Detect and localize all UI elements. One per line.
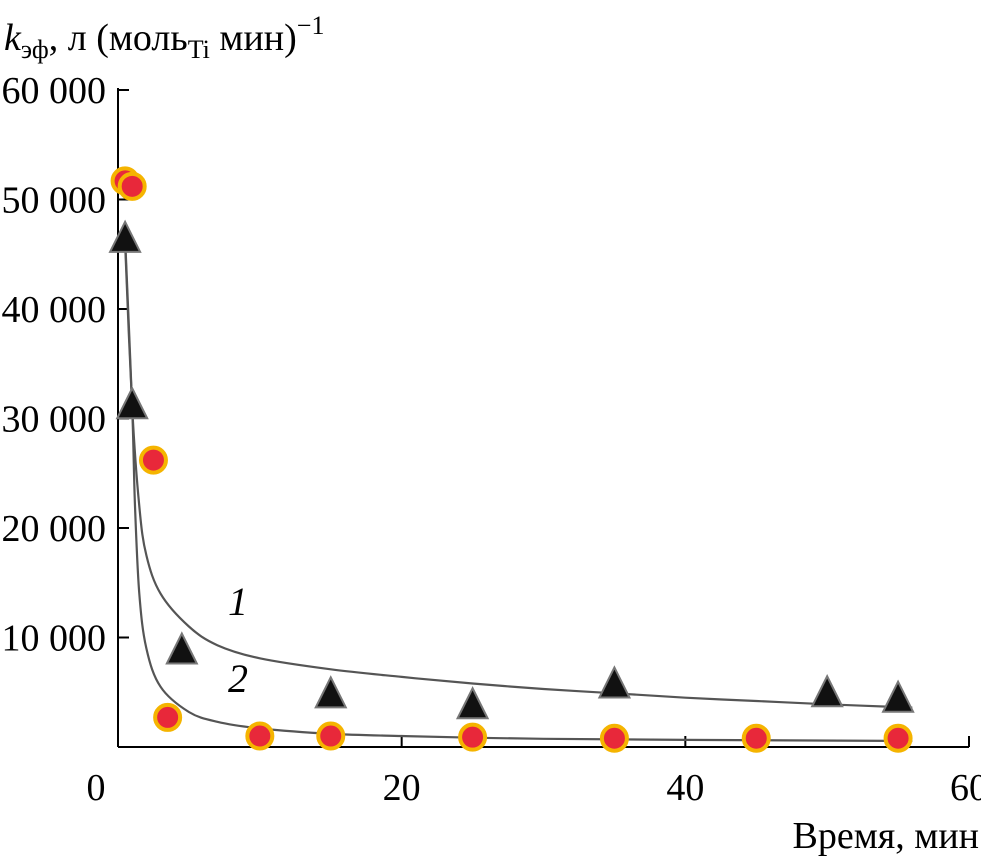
y-title-symbol-sub: эф	[21, 35, 49, 64]
circle-point	[599, 723, 629, 753]
x-tick-label: 0	[87, 767, 106, 809]
y-title-symbol: k	[4, 17, 22, 59]
x-tick-label: 20	[383, 767, 421, 809]
triangle-point	[881, 679, 915, 713]
fit-curves	[124, 237, 913, 743]
fit-curve-1	[124, 243, 913, 709]
circle-point	[245, 721, 275, 751]
axes	[117, 88, 969, 748]
x-tick-label: 60	[950, 767, 981, 809]
circle-point	[741, 723, 771, 753]
curve-labels: 12	[228, 579, 248, 701]
y-tick-label: 60 000	[2, 70, 107, 112]
fit-curve-2	[124, 237, 913, 743]
triangle-point	[108, 219, 142, 253]
curve-label-1: 1	[228, 579, 248, 624]
y-tick-label: 50 000	[2, 180, 107, 222]
x-axis-title: Время, мин	[793, 815, 979, 857]
circle-point	[138, 445, 168, 475]
y-title-text2: мин)	[210, 17, 297, 59]
triangle-point	[165, 631, 199, 665]
triangle-point	[597, 665, 632, 699]
y-title-sub: Ti	[188, 35, 210, 64]
circle-point	[458, 722, 488, 752]
triangle-point	[810, 674, 844, 708]
circle-point	[117, 171, 147, 201]
x-tick-label: 40	[666, 767, 704, 809]
y-title-sup: −1	[297, 11, 325, 40]
circle-point	[316, 721, 346, 751]
y-tick-label: 40 000	[2, 289, 107, 331]
y-axis-title: kэф, л (мольTi мин)−1	[4, 11, 324, 64]
y-tick-label: 10 000	[2, 618, 107, 660]
y-tick-label: 30 000	[2, 399, 107, 441]
data-markers	[108, 166, 915, 753]
triangle-point	[314, 675, 348, 709]
circle-point	[883, 723, 913, 753]
curve-label-2: 2	[228, 656, 248, 701]
triangle-point	[455, 686, 490, 720]
triangle-point	[115, 386, 149, 420]
circle-point	[153, 702, 183, 732]
y-title-text: , л (моль	[49, 17, 188, 59]
y-tick-label: 20 000	[2, 508, 107, 550]
ticks: 10 000 20 000 30 000 40 000 50 000 60 000 0 20 4…	[2, 70, 981, 809]
